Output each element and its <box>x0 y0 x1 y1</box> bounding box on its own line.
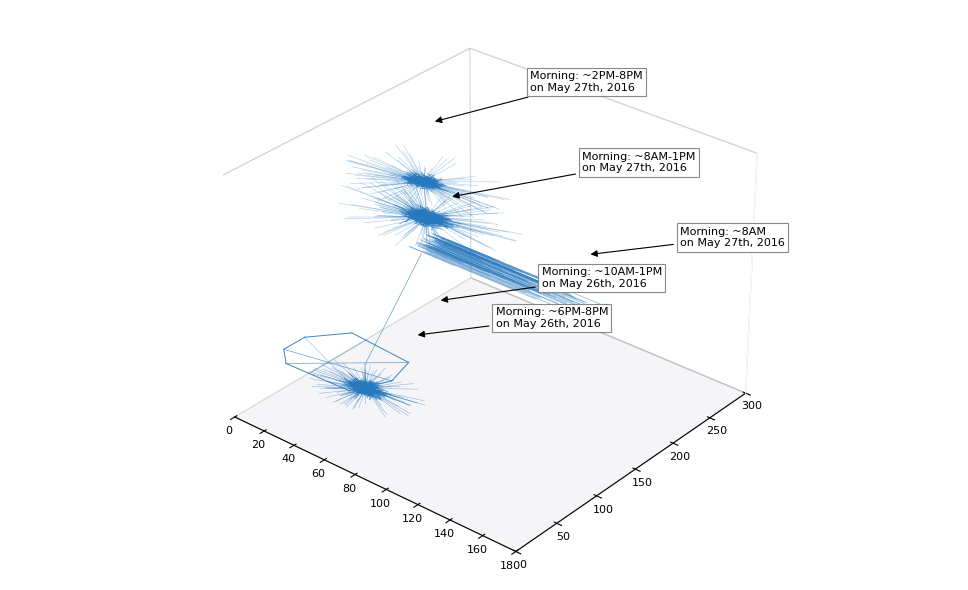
Text: Morning: ~10AM-1PM
on May 26th, 2016: Morning: ~10AM-1PM on May 26th, 2016 <box>441 267 662 302</box>
Text: Morning: ~8AM
on May 27th, 2016: Morning: ~8AM on May 27th, 2016 <box>591 227 785 256</box>
Text: Morning: ~8AM-1PM
on May 27th, 2016: Morning: ~8AM-1PM on May 27th, 2016 <box>453 152 695 198</box>
Text: Morning: ~6PM-8PM
on May 26th, 2016: Morning: ~6PM-8PM on May 26th, 2016 <box>419 307 608 337</box>
Text: Morning: ~2PM-8PM
on May 27th, 2016: Morning: ~2PM-8PM on May 27th, 2016 <box>436 71 643 123</box>
